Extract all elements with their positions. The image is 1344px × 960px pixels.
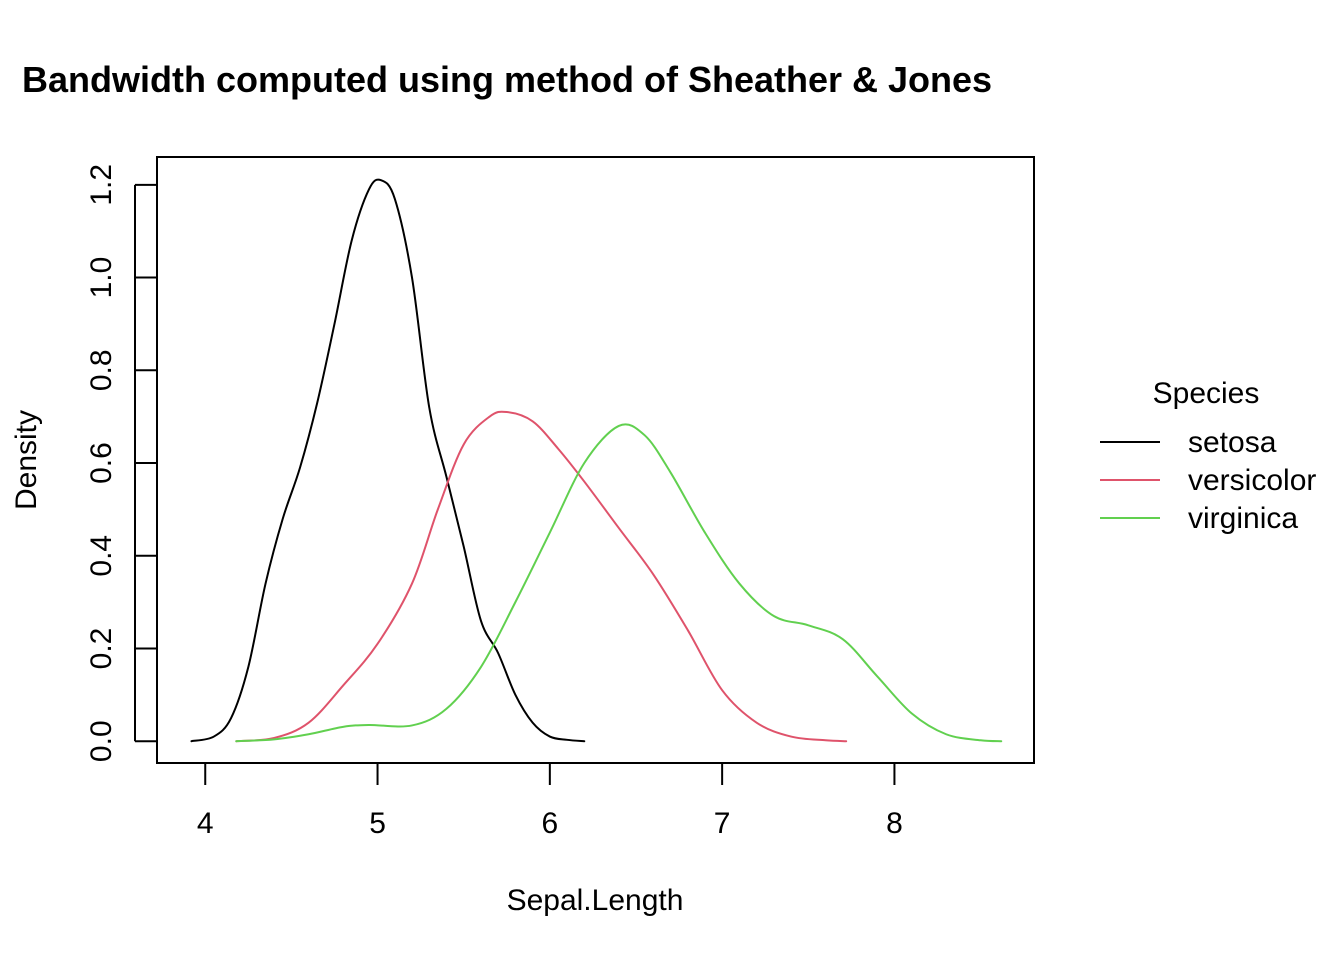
series-lines <box>190 178 1003 743</box>
legend-items: setosa versicolor virginica <box>1100 426 1316 535</box>
x-axis-label: Sepal.Length <box>507 884 684 917</box>
legend-label-setosa: setosa <box>1188 426 1277 459</box>
series-line-versicolor <box>235 410 848 743</box>
x-tick-label: 5 <box>369 807 386 840</box>
y-axis: 0.0 0.2 0.4 0.6 0.8 1.0 1.2 <box>85 164 157 762</box>
x-axis: 4 5 6 7 8 <box>197 762 903 840</box>
x-tick-label: 8 <box>886 807 903 840</box>
x-tick-label: 7 <box>714 807 731 840</box>
plot-area-frame <box>156 156 1035 764</box>
x-tick-label: 4 <box>197 807 214 840</box>
y-tick-label: 0.4 <box>85 535 118 577</box>
legend-label-virginica: virginica <box>1188 502 1298 535</box>
series-line-setosa <box>190 178 586 743</box>
legend: Species setosa versicolor virginica <box>1100 377 1316 535</box>
legend-title: Species <box>1153 377 1260 410</box>
y-tick-label: 0.0 <box>85 720 118 762</box>
y-tick-label: 1.0 <box>85 257 118 299</box>
legend-label-versicolor: versicolor <box>1188 464 1316 497</box>
y-tick-label: 0.8 <box>85 349 118 391</box>
series-line-virginica <box>235 423 1003 743</box>
y-axis-label: Density <box>10 410 43 510</box>
y-tick-label: 0.6 <box>85 442 118 484</box>
chart-title: Bandwidth computed using method of Sheat… <box>22 59 992 100</box>
y-tick-label: 0.2 <box>85 628 118 670</box>
x-tick-label: 6 <box>541 807 558 840</box>
y-tick-label: 1.2 <box>85 164 118 206</box>
